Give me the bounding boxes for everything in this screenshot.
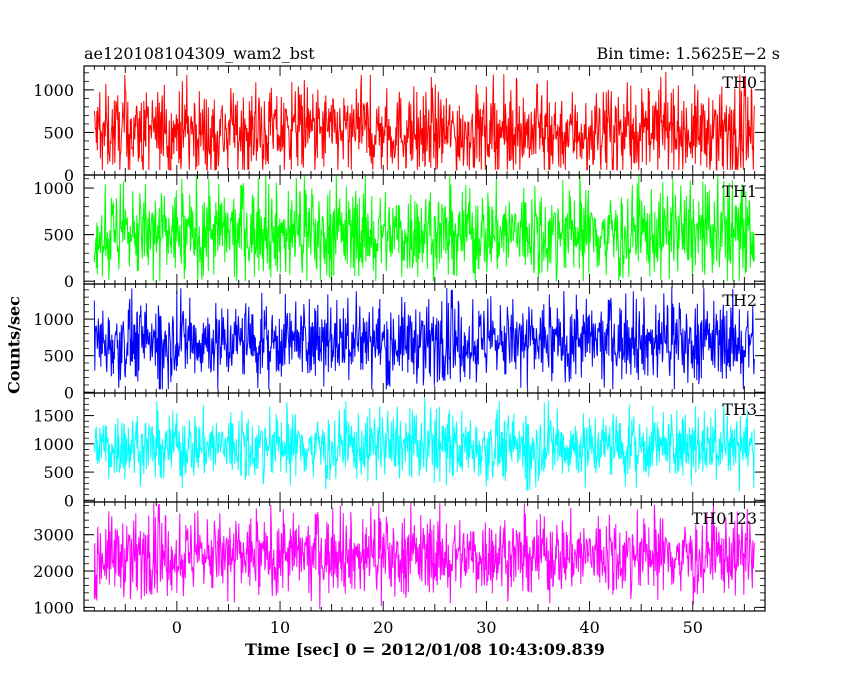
y-tick-label: 500 — [43, 347, 74, 366]
y-tick-label: 500 — [43, 226, 74, 245]
y-tick-label: 1000 — [33, 81, 74, 100]
series-th0 — [93, 71, 755, 171]
y-tick-label: 0 — [64, 166, 74, 185]
y-tick-label: 0 — [64, 491, 74, 510]
x-tick-label: 0 — [172, 618, 182, 637]
bin-time-label: Bin time: 1.5625E−2 s — [596, 44, 780, 63]
y-tick-label: 1000 — [33, 179, 74, 198]
y-axis-label: Counts/sec — [4, 296, 24, 394]
panel-th2: 0 500 1000 TH2 — [33, 283, 766, 402]
y-tick-label: 500 — [43, 123, 74, 142]
x-tick-label: 40 — [579, 618, 599, 637]
y-tick-label: 1000 — [33, 598, 74, 617]
y-tick-label: 3000 — [33, 526, 74, 545]
panel-label: TH1 — [722, 182, 757, 201]
series-th1 — [93, 175, 755, 282]
y-tick-label: 2000 — [33, 562, 74, 581]
chart-title: ae120108104309_wam2_bst — [84, 44, 315, 63]
x-axis-label: Time [sec] 0 = 2012/01/08 10:43:09.839 — [245, 640, 605, 659]
y-tick-label: 0 — [64, 383, 74, 402]
panel-label: TH2 — [722, 291, 757, 310]
panel-th1: 0 500 1000 TH1 — [33, 174, 766, 291]
panel-label: TH3 — [722, 400, 757, 419]
y-tick-label: 500 — [43, 463, 74, 482]
panel-th0123: 1000 2000 3000 TH0123 — [33, 501, 766, 617]
series-th3 — [93, 397, 755, 492]
x-tick-label: 20 — [373, 618, 393, 637]
x-tick-label: 50 — [683, 618, 703, 637]
x-tick-label: 10 — [270, 618, 290, 637]
panel-th0: 0 500 1000 TH0 — [33, 65, 766, 185]
series-th2 — [93, 286, 755, 390]
y-tick-label: 1000 — [33, 310, 74, 329]
panel-label: TH0 — [722, 73, 757, 92]
y-tick-label: 1500 — [33, 407, 74, 426]
panel-th3: 0 500 1000 1500 TH3 — [33, 392, 766, 510]
series-th0123 — [93, 502, 755, 610]
x-tick-label: 30 — [476, 618, 496, 637]
panel-label: TH0123 — [692, 509, 757, 528]
y-tick-label: 0 — [64, 272, 74, 291]
y-tick-label: 1000 — [33, 435, 74, 454]
